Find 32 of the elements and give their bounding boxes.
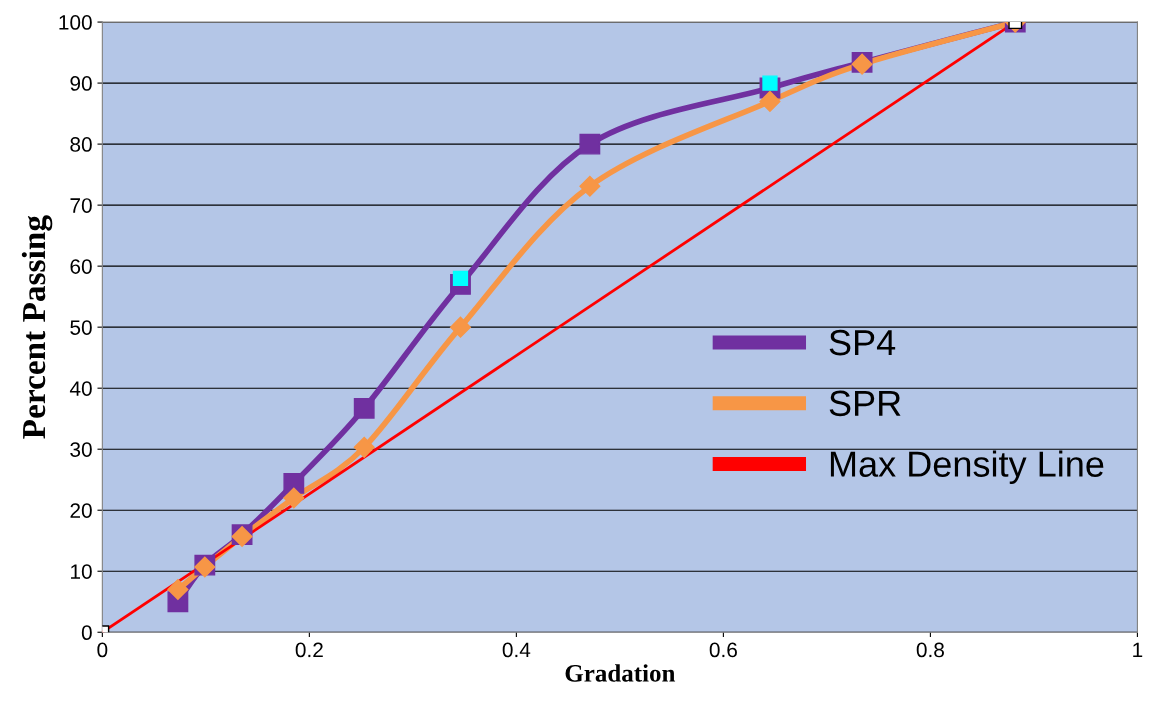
x-axis-title: Gradation	[565, 664, 676, 682]
point	[579, 175, 601, 197]
y-tick-label: 90	[70, 76, 92, 91]
point	[449, 316, 471, 338]
x-tick-label: 0	[97, 642, 108, 658]
point	[579, 133, 601, 155]
point	[759, 90, 781, 112]
point	[167, 579, 189, 601]
point	[353, 436, 375, 458]
y-tick-label: 30	[70, 442, 92, 457]
legend-label: Max Density Line	[830, 450, 1104, 485]
y-tick-label: 50	[70, 320, 92, 335]
y-tick-label: 70	[70, 198, 92, 213]
y-axis-title: Percent Passing	[21, 215, 53, 439]
legend-label: SP4	[829, 329, 896, 356]
point	[353, 397, 375, 419]
x-tick-label: 1	[1133, 642, 1143, 658]
x-tick-label: 0.6	[709, 642, 737, 658]
y-tick-label: 0	[81, 625, 92, 641]
point	[452, 270, 469, 286]
x-tick-label: 0.8	[916, 642, 944, 658]
y-tick-label: 100	[59, 15, 92, 30]
x-tick-label: 0.2	[295, 642, 323, 658]
y-tick-label: 20	[70, 503, 92, 518]
y-tick-label: 10	[71, 564, 92, 579]
y-tick-label: 40	[69, 381, 92, 396]
point	[283, 487, 305, 509]
y-tick-label: 60	[70, 259, 92, 274]
y-tick-label: 80	[70, 137, 92, 152]
x-tick-label: 0.4	[502, 642, 531, 658]
point	[283, 472, 305, 494]
legend-label: SPR	[829, 390, 901, 417]
